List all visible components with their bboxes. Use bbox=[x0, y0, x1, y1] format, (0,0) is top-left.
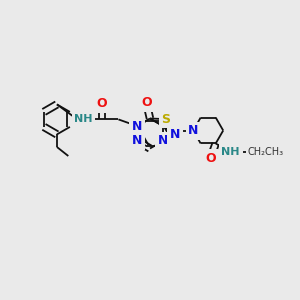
Text: O: O bbox=[205, 152, 216, 165]
Text: O: O bbox=[141, 96, 152, 110]
Text: N: N bbox=[132, 134, 142, 148]
Text: N: N bbox=[170, 128, 180, 142]
Text: CH₂CH₃: CH₂CH₃ bbox=[247, 147, 283, 157]
Text: N: N bbox=[158, 134, 168, 148]
Text: NH: NH bbox=[221, 147, 240, 157]
Text: O: O bbox=[97, 97, 107, 110]
Text: NH: NH bbox=[74, 114, 93, 124]
Text: N: N bbox=[188, 124, 198, 137]
Text: S: S bbox=[161, 112, 170, 126]
Text: N: N bbox=[132, 119, 142, 133]
